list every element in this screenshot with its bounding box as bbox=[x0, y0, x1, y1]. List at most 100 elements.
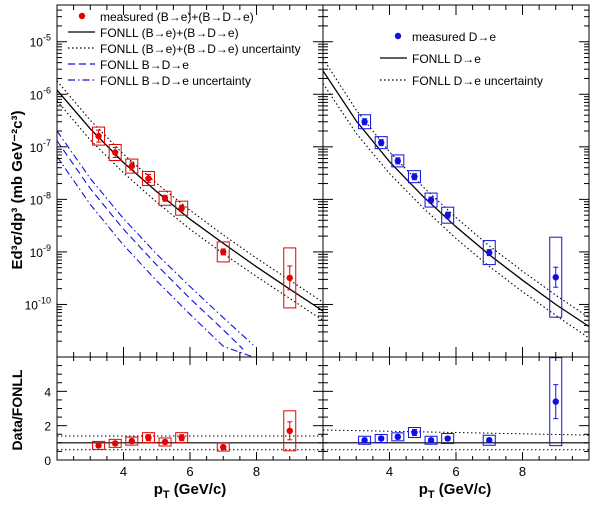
data-point bbox=[411, 173, 418, 180]
error-box bbox=[108, 438, 122, 448]
legend-text: FONLL B→D→e bbox=[100, 58, 189, 72]
error-box bbox=[283, 247, 297, 309]
data-point bbox=[111, 440, 119, 447]
data-point bbox=[145, 434, 152, 441]
legend-text: FONLL D→e uncertainty bbox=[412, 74, 543, 88]
legend-right: measured D→e FONLL D→e FONLL D→e uncerta… bbox=[380, 30, 543, 88]
data-point bbox=[128, 437, 136, 445]
legend-item: FONLL D→e uncertainty bbox=[380, 74, 543, 88]
data-point bbox=[220, 248, 227, 256]
legend-marker-blue bbox=[394, 32, 402, 40]
y-tick-label: 2 bbox=[44, 420, 51, 434]
error-box bbox=[424, 192, 438, 208]
data-point bbox=[361, 118, 368, 125]
y-tick-label: 10-8 bbox=[30, 190, 51, 207]
fonll-de-uncertainty-upper bbox=[323, 58, 589, 319]
x-tick-label: 8 bbox=[519, 464, 526, 479]
data-point bbox=[427, 437, 435, 444]
x-tick-label: 6 bbox=[186, 464, 193, 479]
data-point bbox=[95, 132, 102, 140]
y-tick-label: 10-9 bbox=[30, 243, 51, 260]
data-point bbox=[552, 274, 559, 281]
data-point bbox=[220, 443, 227, 451]
error-box bbox=[125, 436, 139, 446]
data-point bbox=[411, 429, 418, 436]
data-point bbox=[394, 433, 402, 441]
data-point bbox=[444, 211, 451, 219]
data-point bbox=[95, 442, 102, 449]
fonll-de-uncertainty-lower bbox=[323, 83, 589, 339]
data-point bbox=[145, 175, 152, 182]
y-tick-label: 10-10 bbox=[25, 295, 51, 312]
data-point bbox=[286, 427, 293, 435]
error-box bbox=[92, 440, 106, 450]
error-box bbox=[391, 432, 405, 442]
data-point bbox=[128, 162, 136, 170]
data-point bbox=[377, 139, 385, 146]
data-point bbox=[486, 249, 493, 256]
legend-item: FONLL (B→e)+(B→D→e) bbox=[68, 26, 239, 40]
error-box bbox=[482, 434, 496, 446]
error-box bbox=[216, 442, 230, 452]
error-box bbox=[92, 126, 106, 146]
x-tick-label: 6 bbox=[452, 464, 459, 479]
error-box bbox=[125, 158, 139, 174]
x-axis-label-right: pT (GeV/c) bbox=[419, 481, 492, 501]
y-tick-label: 0 bbox=[44, 454, 51, 468]
legend-left: measured (B→e)+(B→D→e) FONLL (B→e)+(B→D→… bbox=[68, 10, 301, 88]
error-box bbox=[108, 143, 122, 161]
error-box bbox=[358, 114, 372, 130]
data-point bbox=[486, 437, 493, 444]
panel-top-left: 10-5 10-6 10-7 10-8 10-9 10-10 bbox=[25, 4, 324, 358]
y-tick-label: 10-6 bbox=[30, 85, 51, 102]
data-point bbox=[427, 196, 435, 204]
curves-top-right bbox=[323, 58, 589, 339]
data-point bbox=[161, 438, 169, 446]
error-box bbox=[158, 190, 172, 206]
data-point bbox=[286, 274, 293, 282]
ratio-band-upper bbox=[322, 429, 590, 436]
error-box bbox=[175, 432, 189, 444]
y-tick-label: 4 bbox=[44, 385, 51, 399]
data-point bbox=[178, 434, 185, 441]
error-box bbox=[424, 435, 438, 445]
legend-text: FONLL (B→e)+(B→D→e) uncertainty bbox=[100, 42, 301, 56]
legend-item: FONLL D→e bbox=[380, 52, 481, 66]
panel-bottom-left: 0 2 4 4 6 8 bbox=[44, 356, 324, 479]
legend-item: measured D→e bbox=[394, 30, 496, 44]
error-box bbox=[482, 240, 496, 266]
error-box bbox=[374, 136, 388, 150]
error-box bbox=[407, 170, 421, 184]
legend-item: FONLL B→D→e bbox=[68, 58, 189, 72]
error-box bbox=[374, 434, 388, 444]
fonll-total-uncertainty-lower bbox=[57, 100, 323, 321]
y-tick-label: 10-7 bbox=[30, 138, 51, 155]
error-box bbox=[549, 236, 563, 318]
data-point bbox=[178, 204, 185, 212]
error-box bbox=[175, 200, 189, 216]
fonll-bde-uncertainty-lower bbox=[57, 156, 254, 357]
x-tick-label: 4 bbox=[386, 464, 393, 479]
data-point bbox=[444, 435, 451, 442]
fonll-total-line bbox=[57, 89, 323, 312]
data-point bbox=[361, 437, 368, 444]
data-point bbox=[377, 435, 385, 442]
curves-top-left bbox=[57, 80, 323, 357]
y-tick-label: 10-5 bbox=[30, 33, 51, 50]
fonll-de-line bbox=[323, 70, 589, 328]
data-point bbox=[552, 398, 559, 405]
legend-text: measured (B→e)+(B→D→e) bbox=[100, 10, 254, 24]
y-axis-label-top: Ed³σ/dp³ (mb GeV⁻²c³) bbox=[9, 110, 26, 269]
data-point bbox=[394, 157, 402, 165]
error-box bbox=[391, 154, 405, 168]
legend-item: FONLL B→D→e uncertainty bbox=[68, 74, 251, 88]
error-box bbox=[358, 435, 372, 445]
error-box bbox=[441, 433, 455, 445]
x-axis-label-left: pT (GeV/c) bbox=[154, 481, 227, 501]
error-box bbox=[141, 432, 155, 444]
error-box bbox=[407, 427, 421, 439]
legend-text: FONLL (B→e)+(B→D→e) bbox=[100, 26, 239, 40]
error-box bbox=[158, 437, 172, 447]
data-point bbox=[111, 149, 119, 156]
